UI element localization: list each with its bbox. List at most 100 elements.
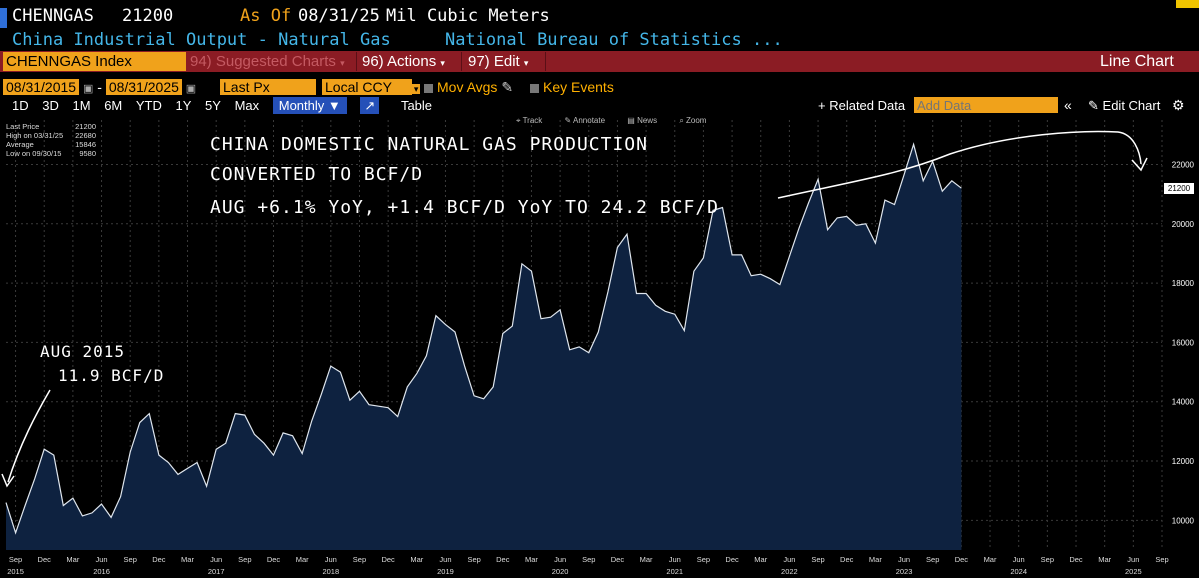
legend-value: 21200 xyxy=(75,122,96,131)
actions-label: 96) Actions xyxy=(362,53,437,70)
series-source[interactable]: National Bureau of Statistics ... xyxy=(444,30,783,50)
x-tick-label: Sep xyxy=(697,555,710,564)
legend-row[interactable]: Low on 09/30/15 9580 xyxy=(6,149,96,158)
period-button[interactable]: 5Y xyxy=(205,98,221,113)
start-date-input[interactable]: 08/31/2015 xyxy=(3,79,80,95)
pencil-icon: ✎ xyxy=(501,79,514,95)
menu-divider xyxy=(356,52,357,71)
x-tick-label: Sep xyxy=(926,555,939,564)
x-tick-label: Sep xyxy=(582,555,595,564)
legend-row[interactable]: Average 15846 xyxy=(6,140,96,149)
chevron-down-icon: ▼ xyxy=(327,98,341,113)
x-tick-label: Dec xyxy=(725,555,739,564)
legend-label: Average xyxy=(6,140,34,149)
chevron-down-icon: ▾ xyxy=(340,58,345,68)
frequency-label: Monthly xyxy=(278,98,325,113)
currency-value: Local CCY xyxy=(322,79,412,95)
date-range: 08/31/2015 ▣ - 08/31/2025 ▣ xyxy=(3,79,196,96)
frequency-select[interactable]: Monthly ▼ xyxy=(272,97,347,114)
security-header: CHENNGAS 21200 As Of 08/31/25 Mil Cubic … xyxy=(0,0,1199,30)
line-chart-icon[interactable]: ↗ xyxy=(360,97,380,114)
x-tick-label: Sep xyxy=(811,555,824,564)
chart-tool-track[interactable]: ⌖ Track xyxy=(516,116,543,125)
annotation-subtitle: CONVERTED TO BCF/D xyxy=(210,164,424,185)
chart-tool-label: Annotate xyxy=(573,116,606,125)
currency-select[interactable]: Local CCY ▾ xyxy=(322,79,421,96)
period-button[interactable]: 3D xyxy=(42,98,59,113)
table-button[interactable]: Table xyxy=(400,98,433,113)
x-tick-label: Sep xyxy=(1155,555,1168,564)
chart-type-label[interactable]: Line Chart xyxy=(1100,53,1174,70)
period-buttons: 1D 3D 1M 6M YTD 1Y 5Y Max Monthly ▼ ↗ Ta… xyxy=(12,97,442,114)
calendar-icon[interactable]: ▣ xyxy=(82,83,94,95)
x-tick-label: Mar xyxy=(66,555,79,564)
x-tick-label: Jun xyxy=(783,555,795,564)
x-year-label: 2024 xyxy=(1010,567,1027,576)
field-select[interactable]: Last Px xyxy=(220,79,316,96)
calendar-icon[interactable]: ▣ xyxy=(185,83,197,95)
x-tick-label: Mar xyxy=(1098,555,1111,564)
ticker[interactable]: CHENNGAS xyxy=(12,6,94,26)
period-button[interactable]: 6M xyxy=(104,98,123,113)
x-tick-label: Jun xyxy=(898,555,910,564)
period-button[interactable]: Max xyxy=(234,98,260,113)
x-year-label: 2017 xyxy=(208,567,225,576)
x-tick-label: Dec xyxy=(840,555,854,564)
gear-icon[interactable]: ⚙ xyxy=(1172,97,1185,113)
x-tick-label: Dec xyxy=(381,555,395,564)
index-name-box[interactable]: CHENNGAS Index xyxy=(3,52,186,71)
end-date-input[interactable]: 08/31/2025 xyxy=(105,79,182,95)
field-value: Last Px xyxy=(220,79,316,95)
x-tick-label: Dec xyxy=(611,555,625,564)
edit-menu[interactable]: 97) Edit ▾ xyxy=(468,52,528,71)
x-tick-label: Mar xyxy=(525,555,538,564)
related-data-button[interactable]: + Related Data xyxy=(818,98,906,113)
x-year-label: 2018 xyxy=(322,567,339,576)
y-tick-label: 10000 xyxy=(1172,516,1195,525)
legend-row[interactable]: High on 03/31/25 22680 xyxy=(6,131,96,140)
actions-menu[interactable]: 96) Actions ▾ xyxy=(362,52,445,71)
date-range-separator: - xyxy=(97,79,102,95)
x-tick-label: Mar xyxy=(410,555,423,564)
arrowhead-icon xyxy=(1131,157,1148,172)
period-button[interactable]: 1D xyxy=(12,98,29,113)
menu-divider xyxy=(461,52,462,71)
annotation-title: CHINA DOMESTIC NATURAL GAS PRODUCTION xyxy=(210,134,648,155)
x-tick-label: Jun xyxy=(325,555,337,564)
period-button[interactable]: YTD xyxy=(135,98,162,113)
chart-tool-zoom[interactable]: ⌕ Zoom xyxy=(679,116,707,125)
collapse-icon[interactable]: « xyxy=(1064,97,1072,113)
suggested-charts-menu[interactable]: 94) Suggested Charts ▾ xyxy=(190,52,345,71)
legend: Last Price 21200 High on 03/31/25 22680 Av… xyxy=(6,122,96,158)
x-year-label: 2023 xyxy=(896,567,913,576)
key-events-toggle[interactable]: Key Events xyxy=(530,79,614,96)
legend-label: Last Price xyxy=(6,122,40,131)
alert-flag-icon xyxy=(1176,0,1199,8)
series-description: China Industrial Output - Natural Gas xyxy=(12,30,391,50)
menu-divider xyxy=(545,52,546,71)
mov-avgs-toggle[interactable]: Mov Avgs ✎ xyxy=(424,79,513,96)
chart-tool-label: Track xyxy=(522,116,543,125)
pencil-icon: ✎ xyxy=(1088,98,1099,113)
period-button[interactable]: 1Y xyxy=(175,98,192,113)
period-button[interactable]: 1M xyxy=(72,98,91,113)
y-axis: 10000 12000 14000 16000 18000 20000 22000 xyxy=(1172,160,1195,525)
x-tick-label: Mar xyxy=(754,555,767,564)
edit-chart-button[interactable]: ✎ Edit Chart xyxy=(1088,97,1160,114)
x-year-label: 2019 xyxy=(437,567,454,576)
chart-tool-label: News xyxy=(637,116,658,125)
key-events-label: Key Events xyxy=(543,79,614,95)
chart-tool-annotate[interactable]: ✎ Annotate xyxy=(564,116,606,125)
y-tick-label: 16000 xyxy=(1172,338,1195,347)
description-row: China Industrial Output - Natural Gas Na… xyxy=(12,30,783,50)
x-tick-label: Dec xyxy=(267,555,281,564)
add-data-input[interactable] xyxy=(914,97,1058,113)
x-tick-label: Sep xyxy=(238,555,251,564)
line-chart[interactable]: 10000 12000 14000 16000 18000 20000 22000 Sep 2… xyxy=(0,114,1199,578)
chart-tool-news[interactable]: ▤ News xyxy=(627,116,658,125)
legend-label: High on 03/31/25 xyxy=(6,131,64,140)
legend-row[interactable]: Last Price 21200 xyxy=(6,122,96,131)
x-tick-label: Sep xyxy=(124,555,137,564)
mov-avgs-label: Mov Avgs xyxy=(437,79,498,95)
x-tick-label: Jun xyxy=(95,555,107,564)
